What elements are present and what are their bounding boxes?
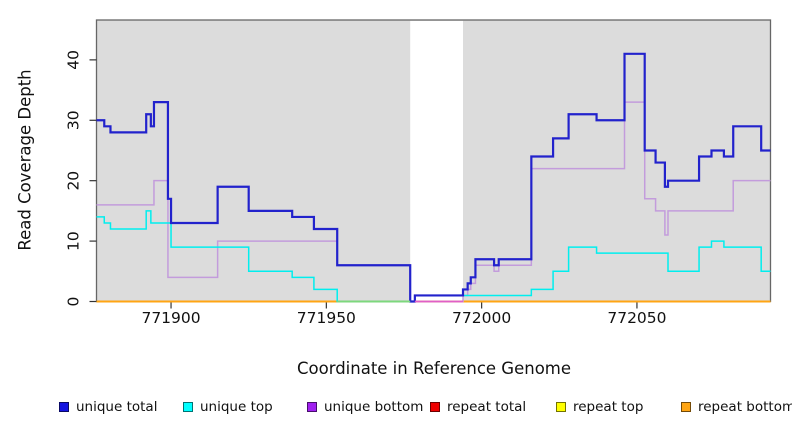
masked-region — [410, 20, 464, 302]
x-axis-label: Coordinate in Reference Genome — [296, 359, 572, 378]
x-tick-label: 772050 — [607, 309, 666, 327]
y-tick-label: 10 — [65, 231, 83, 251]
y-tick-label: 30 — [65, 110, 83, 130]
y-axis-label: Read Coverage Depth — [15, 69, 35, 251]
y-tick-label: 0 — [65, 297, 83, 307]
x-tick-label: 772000 — [452, 309, 511, 327]
series-unique-total — [96, 52, 771, 303]
x-tick-label: 771900 — [141, 309, 200, 327]
y-tick-label: 40 — [65, 50, 83, 70]
x-tick-label: 771950 — [297, 309, 356, 327]
series-unique-bottom — [96, 101, 771, 303]
y-tick-label: 20 — [65, 171, 83, 191]
